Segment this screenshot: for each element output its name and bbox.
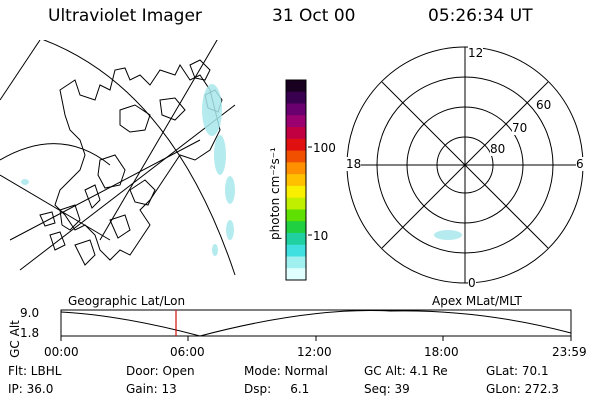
- time-label: 05:26:34 UT: [428, 6, 533, 26]
- polar-aurora-patch: [434, 230, 462, 240]
- gain-info: Gain: 13: [126, 382, 177, 396]
- lat-label-80: 80: [490, 142, 506, 156]
- x-tick-0600: 06:00: [170, 345, 205, 359]
- filter-info: Flt: LBHL: [8, 364, 62, 378]
- colorbar-step: [286, 268, 306, 281]
- colorbar-step: [286, 197, 306, 210]
- lat-label-60: 60: [536, 98, 552, 112]
- left-coord-label: Geographic Lat/Lon: [68, 294, 186, 308]
- colorbar-step: [286, 80, 306, 93]
- colorbar-step: [286, 174, 306, 187]
- x-tick-1200: 12:00: [297, 345, 332, 359]
- colorbar-ticks: [308, 146, 312, 236]
- mlt-label-6: 6: [576, 157, 584, 171]
- ip-info: IP: 36.0: [8, 382, 54, 396]
- mlt-label-0: 0: [468, 276, 476, 290]
- colorbar-step: [286, 138, 306, 152]
- polar-plot: [346, 46, 584, 284]
- colorbar-step: [286, 91, 306, 105]
- colorbar-tick-100: 100: [313, 141, 336, 155]
- colorbar-step: [286, 221, 306, 234]
- colorbar-step: [286, 256, 306, 269]
- x-tick-2359: 23:59: [552, 345, 587, 359]
- colorbar-unit-label: photon cm⁻²s⁻¹: [268, 147, 282, 240]
- gc-alt-info: GC Alt: 4.1 Re: [364, 364, 448, 378]
- mlt-label-12: 12: [468, 46, 484, 60]
- coastline-north-america: [54, 64, 221, 261]
- colorbar-step: [286, 150, 306, 163]
- date-label: 31 Oct 00: [272, 6, 356, 26]
- door-info: Door: Open: [126, 364, 195, 378]
- latitude-arc-outer: [42, 40, 236, 276]
- colorbar-tick-10: 10: [313, 229, 329, 243]
- lat-label-70: 70: [512, 121, 528, 135]
- x-tick-1800: 18:00: [424, 345, 459, 359]
- colorbar-step: [286, 103, 306, 116]
- colorbar: [285, 79, 307, 281]
- y-tick-1-8: 1.8: [20, 326, 40, 340]
- y-tick-9: 9.0: [20, 306, 40, 320]
- altitude-timeline: [60, 309, 572, 341]
- colorbar-step: [286, 232, 306, 246]
- glon-info: GLon: 272.3: [486, 382, 559, 396]
- mode-info: Mode: Normal: [244, 364, 328, 378]
- colorbar-step: [286, 127, 306, 140]
- dsp-info: Dsp: 6.1: [244, 382, 310, 396]
- seq-info: Seq: 39: [364, 382, 410, 396]
- colorbar-step: [286, 209, 306, 222]
- colorbar-border: [285, 79, 307, 281]
- glat-info: GLat: 70.1: [486, 364, 549, 378]
- altitude-curve: [60, 310, 572, 337]
- right-coord-label: Apex MLat/MLT: [432, 294, 522, 308]
- x-tick-0000: 00:00: [44, 345, 79, 359]
- colorbar-step: [286, 162, 306, 175]
- latitude-arc-inner: [0, 143, 111, 166]
- instrument-title: Ultraviolet Imager: [48, 6, 202, 26]
- geographic-map: [0, 40, 236, 276]
- colorbar-step: [286, 115, 306, 128]
- colorbar-step: [286, 244, 306, 257]
- mlt-label-18: 18: [346, 157, 362, 171]
- colorbar-step: [286, 185, 306, 199]
